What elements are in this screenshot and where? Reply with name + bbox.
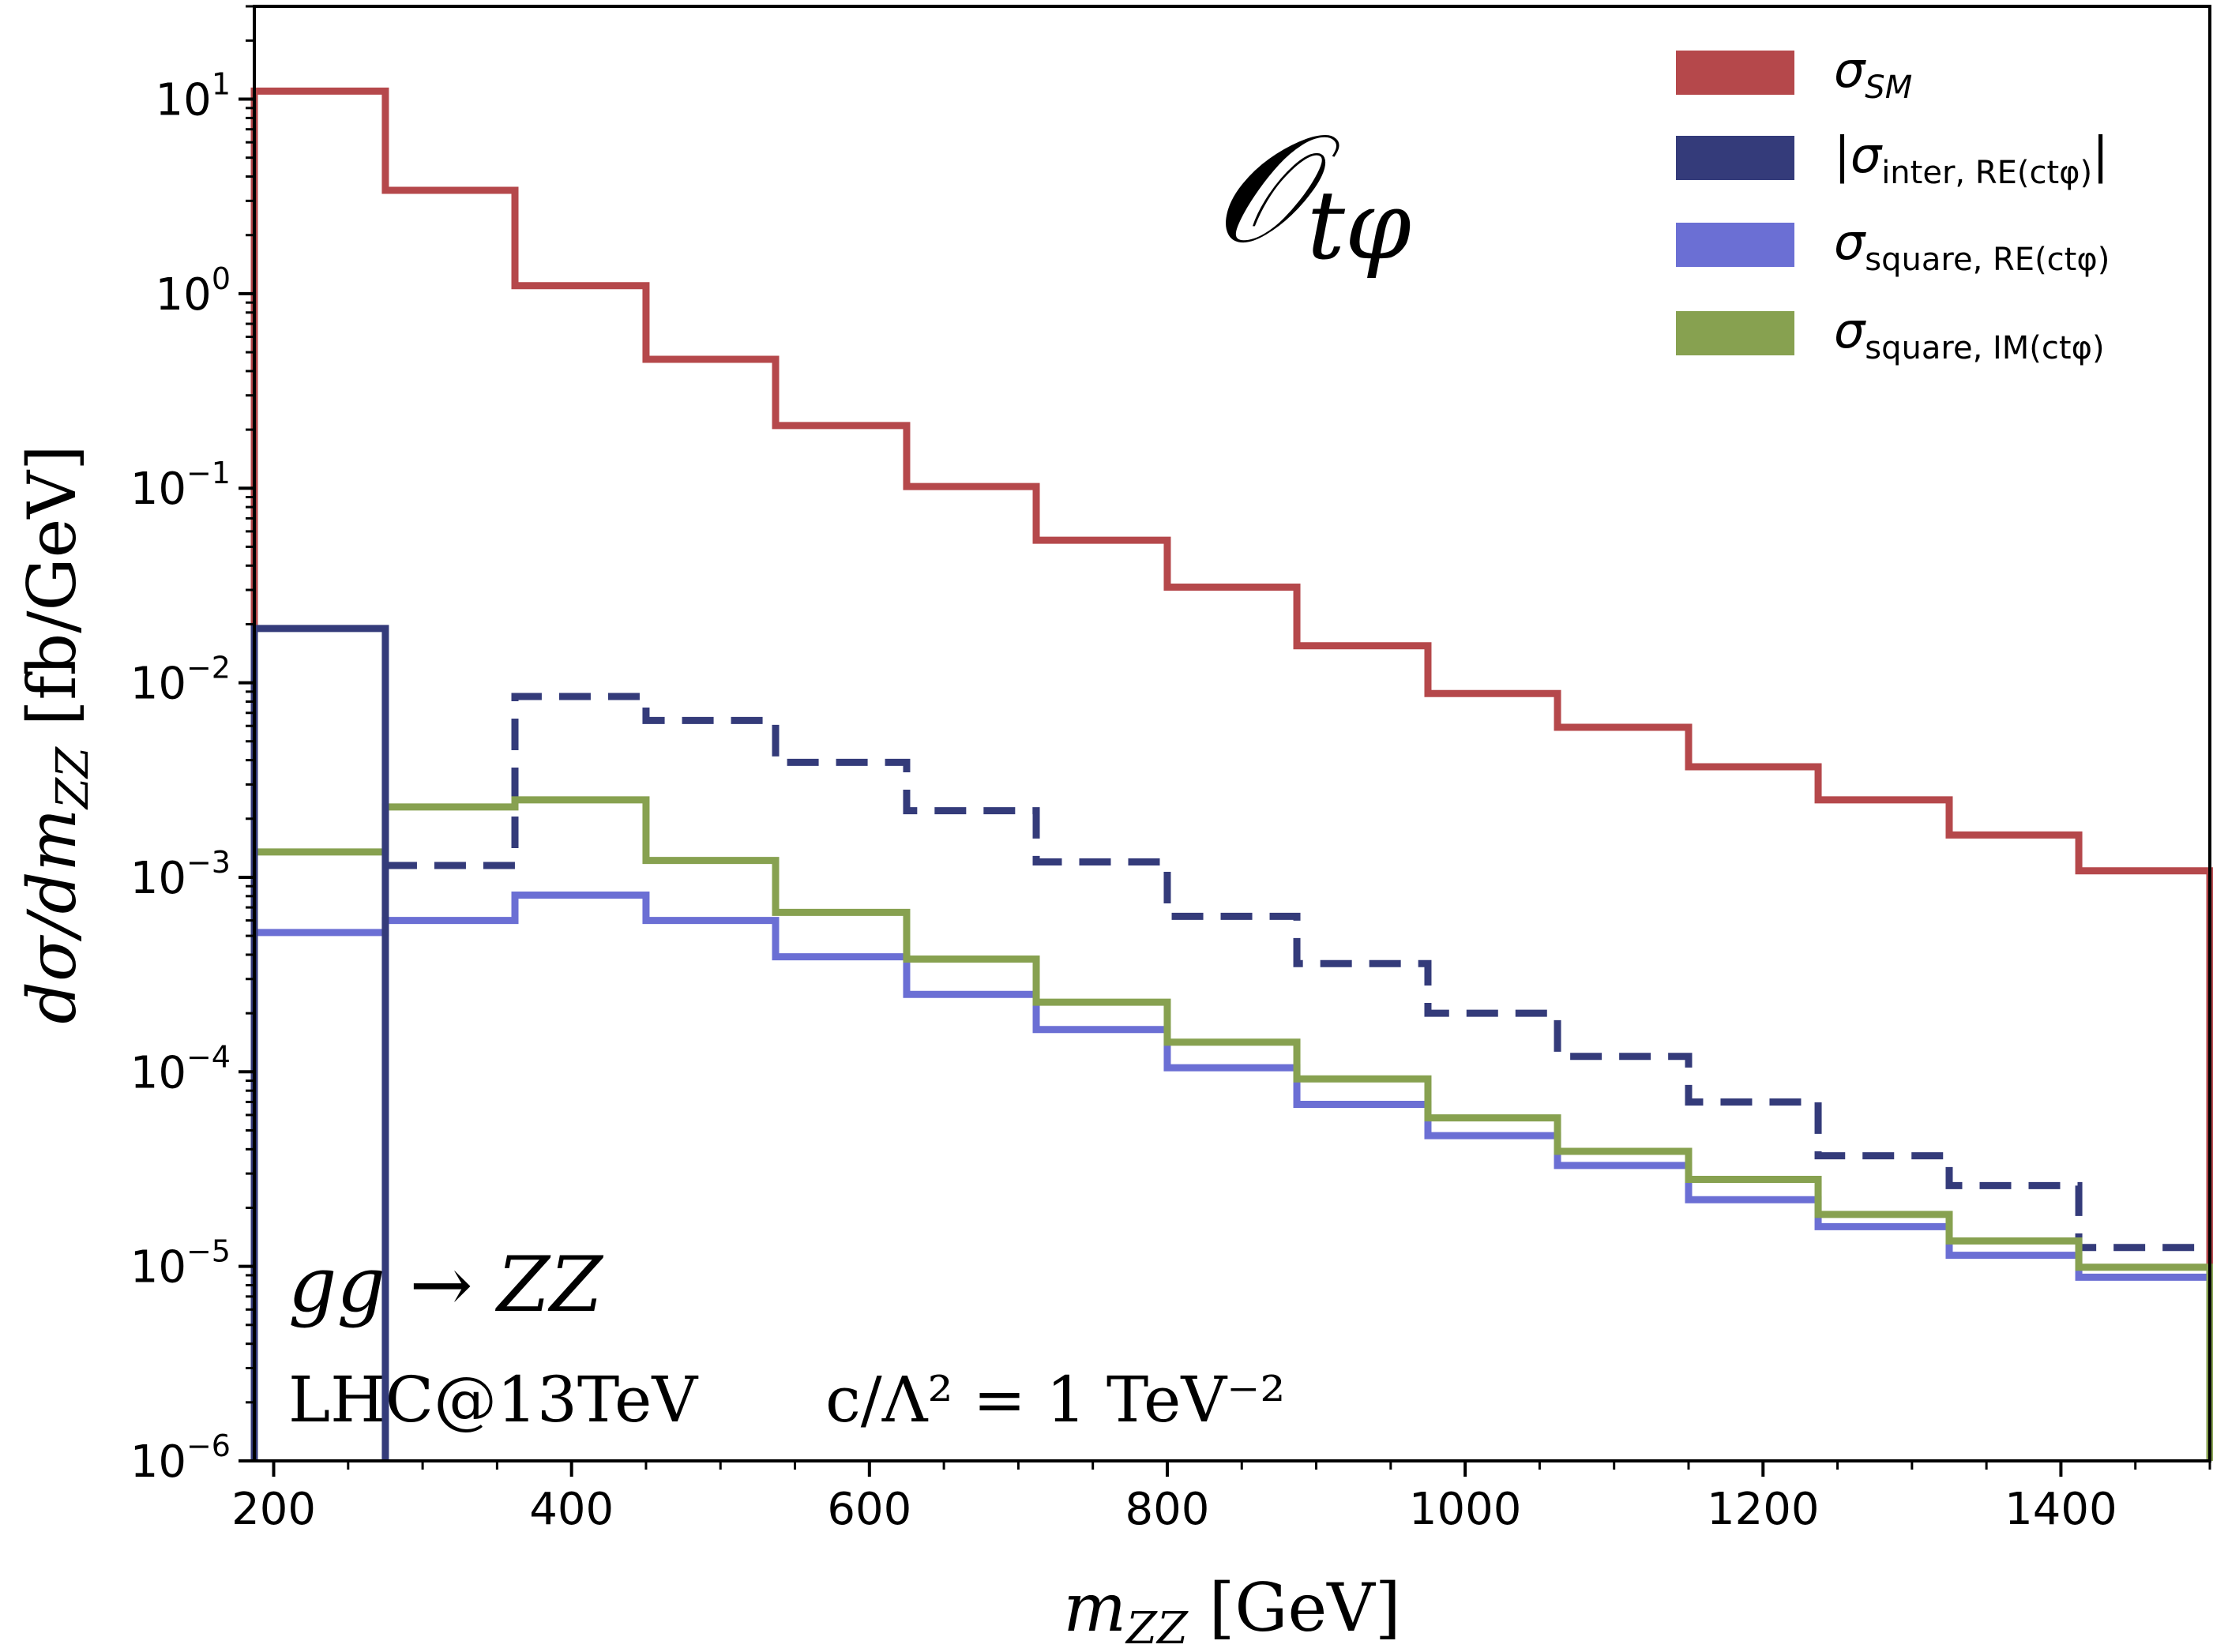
y-axis-label-unit: [fb/GeV] (13, 445, 91, 747)
axis-layer: 200 400 600 800 1000 1200 140010−610−510−410−3… (13, 5, 2211, 1652)
x-axis-label-sub: ZZ (1125, 1603, 1189, 1652)
y-tick-label: 10−2 (130, 651, 231, 710)
series-line (250, 87, 2213, 1461)
x-tick-label: 800 (1125, 1484, 1210, 1535)
y-tick-base: 10 (130, 659, 186, 710)
legend-entry-3: σsquare, IM(ctφ) (1676, 302, 2105, 366)
legend-label: |σinter, RE(ctφ)| (1834, 126, 2109, 191)
axes-frame (253, 5, 2211, 1462)
y-tick-exponent: 1 (212, 67, 231, 102)
operator-subscript: tφ (1307, 171, 1411, 281)
y-tick-exponent: −4 (186, 1039, 231, 1074)
legend-label: σSM (1834, 41, 1912, 106)
y-tick-base: 10 (156, 75, 212, 126)
legend-label-suffix: | (2092, 126, 2109, 185)
x-tick-label: 400 (529, 1484, 614, 1535)
y-tick-base: 10 (130, 1436, 186, 1488)
legend-label-main: σ (1834, 41, 1866, 99)
y-tick-base: 10 (130, 1242, 186, 1293)
series-0 (250, 87, 2213, 1461)
series-line (250, 891, 2213, 1461)
y-tick-label: 10−6 (130, 1429, 231, 1488)
y-axis-label-main: dσ/dm (13, 809, 91, 1024)
y-tick-exponent: −3 (186, 845, 231, 880)
series-3 (250, 891, 2213, 1461)
series-4 (250, 796, 2213, 1461)
y-tick-exponent: −2 (186, 651, 231, 685)
process-label: gg → ZZ (288, 1241, 604, 1329)
legend-label-main: σ (1834, 302, 1866, 359)
x-tick-label: 1000 (1409, 1484, 1522, 1535)
legend-label-sub: inter, RE(ctφ) (1881, 155, 2092, 191)
coupling-label: c/Λ² = 1 TeV⁻² (825, 1363, 1285, 1436)
legend-swatch (1676, 136, 1794, 180)
legend-label: σsquare, IM(ctφ) (1834, 302, 2105, 366)
legend-label: σsquare, RE(ctφ) (1834, 213, 2110, 278)
plot-area (254, 6, 2210, 1461)
x-tick-label: 1400 (2004, 1484, 2117, 1535)
y-tick-base: 10 (130, 853, 186, 904)
x-tick-label: 200 (231, 1484, 316, 1535)
y-tick-label: 10−1 (130, 456, 231, 515)
y-tick-base: 10 (156, 269, 212, 321)
series-line (385, 693, 2210, 1252)
legend-swatch (1676, 311, 1794, 355)
y-tick-exponent: 0 (212, 261, 231, 296)
y-tick-label: 10−4 (130, 1039, 231, 1098)
x-tick-label: 1200 (1707, 1484, 1820, 1535)
x-axis-label: mZZ [GeV] (1063, 1569, 1400, 1652)
legend-entry-0: σSM (1676, 41, 1912, 106)
y-tick-exponent: −1 (186, 456, 231, 490)
series-layer (250, 87, 2213, 1461)
legend-label-sub: SM (1865, 69, 1912, 106)
y-tick-base: 10 (130, 464, 186, 515)
x-axis-label-m: m (1063, 1569, 1126, 1646)
series-2 (385, 693, 2210, 1252)
legend-label-sub: square, RE(ctφ) (1865, 242, 2110, 278)
y-axis-label: dσ/dmZZ [fb/GeV] (13, 445, 99, 1024)
y-tick-exponent: −5 (186, 1234, 231, 1269)
legend-swatch (1676, 51, 1794, 95)
legend-label-main: σ (1834, 213, 1866, 271)
legend-label-sub: square, IM(ctφ) (1865, 330, 2104, 366)
y-tick-label: 10−5 (130, 1234, 231, 1293)
legend-label-main: |σ (1834, 126, 1883, 185)
y-tick-label: 101 (156, 67, 231, 126)
legend-entry-1: |σinter, RE(ctφ)| (1676, 126, 2109, 191)
collider-label: LHC@13TeV (288, 1363, 698, 1436)
x-axis-label-unit: [GeV] (1188, 1569, 1401, 1646)
series-line (250, 796, 2213, 1461)
y-tick-label: 10−3 (130, 845, 231, 904)
legend: σSM|σinter, RE(ctφ)|σsquare, RE(ctφ)σsqu… (1676, 41, 2110, 366)
y-tick-base: 10 (130, 1047, 186, 1098)
y-tick-label: 100 (156, 261, 231, 321)
y-tick-exponent: −6 (186, 1429, 231, 1463)
legend-entry-2: σsquare, RE(ctφ) (1676, 213, 2110, 278)
y-axis-label-sub: ZZ (47, 746, 99, 810)
legend-swatch (1676, 223, 1794, 267)
x-tick-label: 600 (827, 1484, 911, 1535)
